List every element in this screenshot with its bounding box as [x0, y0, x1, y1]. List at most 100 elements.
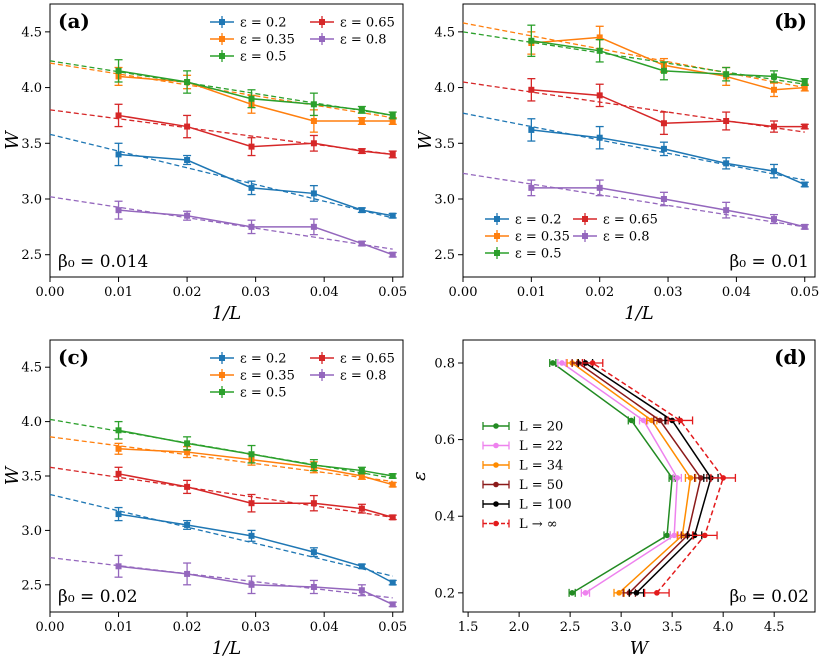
data-point: [389, 151, 396, 158]
fit-line: [49, 556, 393, 599]
data-point: [389, 118, 396, 124]
x-tick-label: 0.03: [241, 620, 270, 635]
data-point: [657, 417, 663, 424]
series-eps-0.8: [462, 172, 809, 230]
data-point: [310, 140, 317, 147]
legend-entry: L = 22: [482, 439, 563, 454]
data-line: [118, 429, 393, 477]
y-tick-label: 2.5: [434, 248, 455, 263]
data-point: [389, 481, 396, 488]
legend-label: L = 50: [519, 478, 563, 493]
y-axis-label: W: [2, 130, 23, 150]
data-point: [801, 223, 808, 230]
x-tick-label: 0.00: [449, 285, 478, 300]
data-point: [358, 467, 365, 474]
data-point: [569, 590, 575, 596]
y-tick-label: 0.6: [434, 433, 455, 448]
x-tick-label: 0.04: [310, 285, 339, 300]
series-L-0: [549, 358, 676, 597]
legend-entry: ε = 0.8: [310, 369, 387, 384]
data-point: [248, 184, 255, 191]
y-tick-label: 4.0: [434, 81, 455, 96]
y-tick-label: 4.5: [434, 25, 455, 40]
y-axis-label: ε: [409, 471, 430, 481]
legend-marker: [319, 36, 325, 42]
legend-label: ε = 0.8: [340, 33, 387, 48]
data-point: [389, 601, 396, 608]
data-point: [115, 563, 122, 570]
x-tick-label: 0.00: [36, 285, 65, 300]
legend-marker: [493, 423, 499, 429]
legend-marker: [319, 372, 325, 378]
legend-marker: [494, 233, 500, 239]
data-point: [310, 583, 317, 590]
legend-entry: ε = 0.65: [310, 16, 395, 31]
data-point: [248, 532, 255, 539]
legend-marker: [319, 19, 325, 25]
x-tick-label: 2.0: [509, 620, 530, 635]
legend-entry: ε = 0.35: [210, 369, 295, 384]
data-point: [184, 79, 191, 85]
data-line: [531, 36, 805, 91]
legend-entry: L = 34: [482, 459, 563, 474]
data-point: [723, 207, 730, 214]
x-tick-label: 4.0: [713, 620, 734, 635]
series-eps-0.2: [462, 112, 809, 188]
data-point: [184, 157, 191, 163]
data-point: [310, 500, 317, 507]
legend: ε = 0.2 ε = 0.35 ε = 0.5 ε = 0.65 ε = 0.8: [210, 16, 395, 65]
panel-d: 1.5 2.0 2.5 3.0 3.5 4.0 4.5 0.2 0.4 0.6 0.8 Wε (d) β₀…: [409, 339, 816, 659]
y-axis-label: W: [415, 130, 436, 150]
legend-entry: ε = 0.2: [210, 16, 287, 31]
legend-label: L = 20: [519, 420, 563, 435]
x-tick-label: 0.01: [104, 620, 133, 635]
legend-entry: ε = 0.8: [573, 230, 650, 245]
data-point: [310, 101, 317, 108]
legend-marker: [493, 501, 499, 507]
data-point: [358, 587, 365, 594]
data-line: [118, 153, 393, 217]
data-point: [310, 462, 317, 469]
legend-label: L = 100: [519, 498, 572, 513]
y-tick-label: 3.5: [21, 137, 42, 152]
data-line: [531, 40, 805, 83]
fit-line: [49, 196, 393, 250]
data-point: [389, 112, 396, 119]
data-point: [559, 360, 565, 366]
y-tick-label: 0.8: [434, 356, 455, 371]
legend-label: ε = 0.5: [240, 386, 287, 401]
data-line: [118, 70, 393, 117]
data-line: [118, 209, 393, 256]
data-point: [723, 160, 730, 167]
legend-label: L → ∞: [519, 517, 558, 532]
data-point: [310, 549, 317, 556]
series-eps-0.65: [462, 78, 809, 136]
data-line: [118, 448, 393, 486]
y-tick-label: 4.5: [21, 361, 42, 376]
data-point: [720, 475, 726, 481]
legend-label: ε = 0.65: [603, 213, 658, 228]
beta-label: β₀ = 0.014: [58, 252, 148, 272]
data-point: [671, 532, 677, 539]
panel-c: 0.00 0.01 0.02 0.03 0.04 0.05 2.5 3.0 3.5 4.0 4.5 1…: [2, 339, 407, 659]
data-point: [528, 86, 535, 93]
x-tick-label: 3.5: [662, 620, 683, 635]
legend: L = 20 L = 22 L = 34 L = 50 L = 100 L → ∞: [482, 420, 572, 532]
legend-label: ε = 0.2: [515, 213, 562, 228]
x-tick-label: 0.01: [517, 285, 546, 300]
legend-marker: [494, 250, 500, 256]
data-point: [358, 118, 365, 124]
data-point: [248, 143, 255, 150]
data-point: [248, 451, 255, 458]
data-point: [660, 67, 667, 74]
y-tick-label: 2.5: [21, 248, 42, 263]
panel-b: 0.00 0.01 0.02 0.03 0.04 0.05 2.5 3.0 3.5 4.0 4.5 1…: [415, 3, 819, 324]
data-point: [248, 581, 255, 588]
x-tick-label: 0.04: [310, 620, 339, 635]
data-line: [118, 114, 393, 156]
legend-entry: ε = 0.35: [210, 33, 295, 48]
y-tick-label: 3.5: [434, 137, 455, 152]
legend-marker: [493, 462, 499, 468]
data-point: [660, 120, 667, 127]
fit-line: [49, 436, 393, 483]
